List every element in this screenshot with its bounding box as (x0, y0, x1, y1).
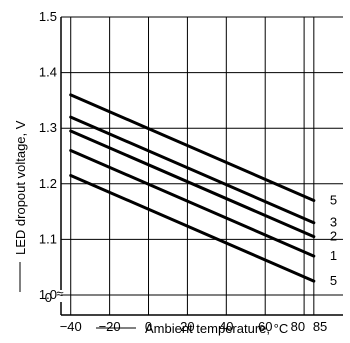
x-tick-label: 85 (313, 319, 327, 334)
series-label-2: 3 (330, 215, 337, 230)
series-labels: 5 32 1 5 (330, 192, 337, 288)
y-axis-label-group: LED dropout voltage, V (13, 120, 28, 292)
x-tick-label: −40 (60, 319, 82, 334)
series-label-1: 5 (330, 192, 337, 207)
x-tick-label: 40 (219, 319, 233, 334)
tick-labels: 1.0 1.1 1.2 1.3 1.4 1.5 −40 −20 0 20 40 60 80 85 (39, 9, 327, 334)
x-tick-label: 80 (291, 319, 305, 334)
x-tick-label: −20 (99, 319, 121, 334)
series-label-5: 5 (330, 273, 337, 288)
plot-frame (60, 16, 343, 316)
series-label-4: 1 (330, 248, 337, 263)
y-tick-label: 1.4 (39, 65, 57, 80)
y-tick-label: 1.5 (39, 9, 57, 24)
series-line-5 (69, 173, 316, 283)
y-axis-label: LED dropout voltage, V (13, 120, 28, 255)
series-line-1 (69, 93, 316, 202)
x-axis-label: Ambient temperature, °C (145, 321, 288, 336)
x-axis-label-group: Ambient temperature, °C (96, 321, 288, 336)
series-label-3: 2 (330, 229, 337, 244)
y-tick-label: 1.3 (39, 120, 57, 135)
x-tick-label: 60 (258, 319, 272, 334)
x-tick-label: 0 (145, 319, 152, 334)
x-tick-label: 20 (180, 319, 194, 334)
y-tick-label: 1.2 (39, 176, 57, 191)
axis-break-mark: ≈ (56, 286, 63, 301)
series-line-4 (69, 148, 316, 258)
series-line-3 (69, 129, 316, 239)
series-line-2 (69, 115, 316, 225)
y-tick-label: 1.0 (39, 287, 57, 302)
y-zero-label: 0 (45, 290, 52, 305)
y-tick-label: 1.1 (39, 231, 57, 246)
series-lines (69, 93, 316, 283)
